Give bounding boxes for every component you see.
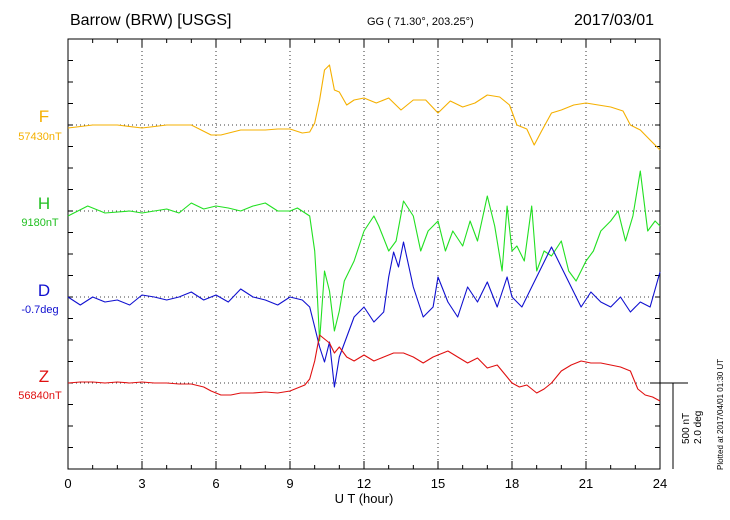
date-label: 2017/03/01	[574, 12, 655, 29]
component-z-baseline: 56840nT	[18, 390, 62, 402]
geo-coordinates: GG ( 71.30°, 203.25°)	[367, 16, 474, 28]
series-h-line	[67, 170, 661, 342]
x-tick-label: 24	[653, 476, 667, 491]
component-h-label: H	[37, 194, 51, 213]
component-f-label: F	[38, 107, 50, 126]
x-axis-label: U T (hour)	[335, 491, 394, 506]
x-tick-label: 0	[64, 476, 71, 491]
x-tick-label: 18	[505, 476, 519, 491]
station-title: Barrow (BRW) [USGS]	[70, 12, 232, 29]
x-tick-label: 9	[286, 476, 293, 491]
component-z-label: Z	[38, 367, 50, 386]
x-tick-label: 3	[138, 476, 145, 491]
x-tick-label: 6	[212, 476, 219, 491]
series-f-line	[67, 64, 661, 151]
scale-nt-label: 500 nT	[681, 412, 692, 444]
plotted-timestamp: Plotted at 2017/04/01 01:30 UT	[716, 358, 725, 470]
component-h-baseline: 9180nT	[21, 217, 59, 229]
scale-deg-label: 2.0 deg	[693, 410, 704, 444]
scale-bar	[650, 382, 688, 469]
x-tick-label: 21	[579, 476, 593, 491]
series-d-line	[67, 241, 661, 388]
axis-ticks	[67, 38, 661, 470]
x-tick-label: 15	[431, 476, 445, 491]
series-lines	[67, 64, 661, 402]
x-tick-labels: 0 3 6 9 12 15 18 21 24	[64, 476, 667, 491]
gridlines	[68, 39, 660, 469]
component-d-label: D	[37, 281, 51, 300]
series-z-line	[67, 334, 661, 402]
component-d-baseline: -0.7deg	[21, 304, 59, 316]
x-tick-label: 12	[357, 476, 371, 491]
component-f-baseline: 57430nT	[18, 131, 62, 143]
